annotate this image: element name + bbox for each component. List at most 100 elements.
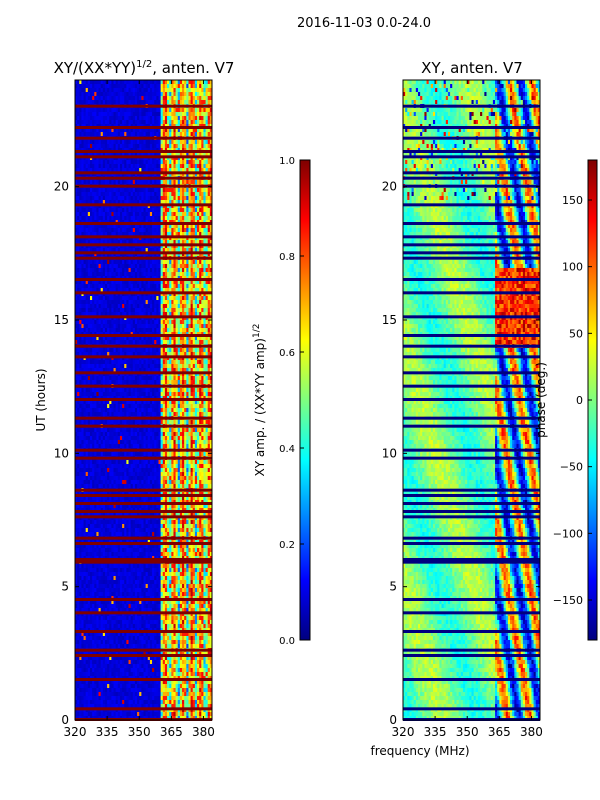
amp-cell — [107, 224, 110, 229]
amp-cell — [115, 336, 119, 341]
amp-cell — [167, 152, 170, 157]
amp-cell — [83, 240, 87, 245]
amp-cell — [192, 120, 196, 125]
amp-cell — [111, 300, 114, 305]
amp-cell — [209, 112, 213, 117]
amp-cell — [192, 280, 196, 285]
amp-cell — [113, 116, 117, 121]
amp-cell — [190, 192, 194, 197]
amp-cell — [184, 280, 187, 285]
amp-cell — [130, 348, 134, 353]
amp-cell — [117, 80, 121, 85]
amp-cell — [87, 248, 91, 253]
amp-cell — [75, 352, 78, 357]
amp-cell — [132, 336, 136, 341]
amp-cell — [117, 232, 121, 237]
amp-cell — [171, 224, 174, 229]
amp-cell — [171, 296, 174, 301]
amp-cell — [83, 280, 87, 285]
amp-cell — [167, 232, 170, 237]
amp-cell — [137, 288, 140, 293]
amp-cell — [173, 120, 177, 125]
amp-cell — [111, 264, 114, 269]
amp-cell — [96, 200, 99, 205]
amp-cell — [160, 240, 164, 245]
amp-cell — [152, 260, 155, 265]
amp-cell — [92, 180, 95, 185]
amp-cell — [113, 232, 117, 237]
amp-cell — [109, 144, 112, 149]
amp-cell — [134, 280, 138, 285]
amp-cell — [124, 296, 127, 301]
amp-cell — [152, 348, 155, 353]
amp-cell — [81, 108, 84, 113]
amp-cell — [124, 248, 127, 253]
amp-cell — [139, 180, 142, 185]
amp-cell — [126, 324, 129, 329]
amp-cell — [85, 200, 89, 205]
amp-cell — [111, 340, 114, 345]
amp-cell — [137, 100, 140, 105]
amp-cell — [143, 288, 147, 293]
amp-cell — [197, 208, 200, 213]
amp-cell — [81, 212, 84, 217]
amp-cell — [147, 96, 151, 101]
amp-cell — [188, 328, 191, 333]
amp-cell — [83, 320, 87, 325]
amp-cell — [175, 192, 179, 197]
amp-cell — [83, 248, 87, 253]
amp-cell — [83, 328, 87, 333]
amp-cell — [111, 116, 114, 121]
amp-cell — [154, 208, 157, 213]
amp-cell — [186, 232, 189, 237]
amp-cell — [154, 280, 157, 285]
amp-cell — [182, 348, 185, 353]
amp-cell — [169, 192, 172, 197]
amp-cell — [186, 180, 189, 185]
amp-cell — [104, 284, 108, 289]
amp-cell — [87, 280, 91, 285]
amp-cell — [207, 88, 211, 93]
amp-cell — [188, 160, 191, 165]
amp-cell — [79, 320, 82, 325]
amp-cell — [102, 128, 106, 133]
amp-cell — [137, 108, 140, 113]
amp-cell — [160, 280, 164, 285]
amp-cell — [184, 116, 187, 121]
amp-cell — [130, 340, 134, 345]
amp-cell — [92, 264, 95, 269]
amp-cell — [143, 168, 147, 173]
amp-cell — [77, 168, 80, 173]
amp-cell — [186, 280, 189, 285]
amp-cell — [209, 84, 213, 89]
amp-cell — [139, 284, 142, 289]
amp-cell — [98, 144, 102, 149]
amp-cell — [143, 188, 147, 193]
amp-cell — [205, 228, 209, 233]
amp-cell — [167, 100, 170, 105]
amp-cell — [98, 296, 102, 301]
amp-cell — [100, 84, 104, 89]
amp-cell — [179, 228, 183, 233]
amp-cell — [104, 112, 108, 117]
amp-cell — [96, 84, 99, 89]
amp-cell — [184, 304, 187, 309]
amp-cell — [107, 352, 110, 357]
amp-cell — [188, 144, 191, 149]
amp-cell — [145, 180, 149, 185]
amp-cell — [152, 200, 155, 205]
amp-cell — [117, 168, 121, 173]
amp-cell — [85, 308, 89, 313]
amp-cell — [192, 284, 196, 289]
amp-cell — [184, 160, 187, 165]
amp-cell — [92, 336, 95, 341]
amp-cell — [102, 168, 106, 173]
amp-cell — [197, 308, 200, 313]
amp-cell — [124, 232, 127, 237]
amp-cell — [79, 100, 82, 105]
amp-cell — [194, 328, 198, 333]
amp-cell — [107, 248, 110, 253]
amp-cell — [81, 116, 84, 121]
amp-cell — [173, 116, 177, 121]
amp-cell — [98, 264, 102, 269]
